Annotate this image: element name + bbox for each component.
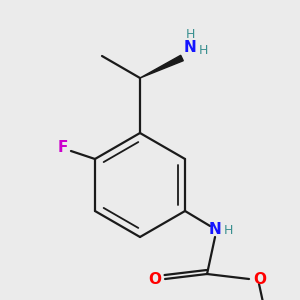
Text: H: H — [198, 44, 208, 56]
Text: N: N — [184, 40, 196, 56]
Polygon shape — [140, 55, 183, 78]
Text: O: O — [148, 272, 161, 286]
Text: N: N — [209, 221, 221, 236]
Text: H: H — [185, 28, 195, 40]
Text: O: O — [254, 272, 266, 286]
Text: H: H — [223, 224, 233, 238]
Text: F: F — [58, 140, 68, 154]
